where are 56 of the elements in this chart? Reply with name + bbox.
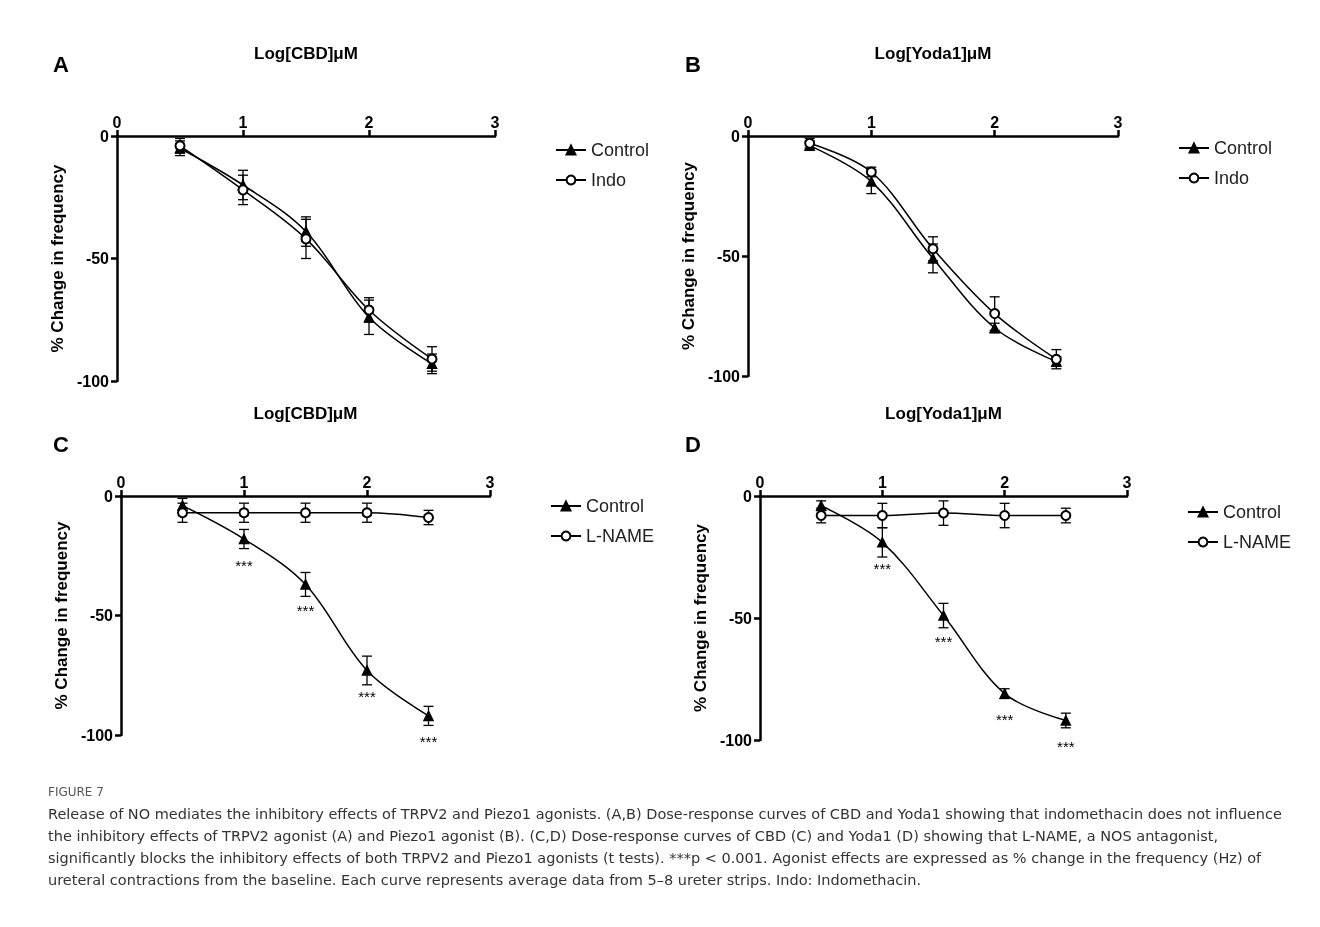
- annotation: ***: [995, 711, 1014, 729]
- y-tick-label: -50: [85, 250, 110, 267]
- x-tick-label: 1: [877, 473, 887, 491]
- legend-label: Indo: [591, 170, 627, 190]
- y-tick-label: -100: [76, 372, 110, 390]
- annotation: ***: [235, 556, 253, 574]
- x-tick-label: 2: [364, 113, 374, 131]
- y-tick-label: -100: [80, 726, 114, 744]
- x-tick-label: 2: [362, 473, 372, 491]
- legend-label: L-NAME: [586, 526, 655, 546]
- x-tick-label: 3: [485, 473, 495, 491]
- x-tick-label: 0: [116, 473, 126, 491]
- chart-title: A: [53, 51, 69, 77]
- x-tick-label: 1: [866, 113, 876, 131]
- annotation: ***: [358, 687, 376, 705]
- caption: FIGURE 7: [48, 785, 105, 799]
- x-axis-title: Log[CBD]μM: [253, 404, 358, 423]
- x-tick-label: 1: [239, 473, 249, 491]
- y-axis-title: % Change in frequency: [48, 163, 68, 353]
- x-tick-label: 3: [1113, 113, 1123, 131]
- legend-label: Control: [1214, 138, 1273, 158]
- y-tick-label: -50: [89, 607, 114, 624]
- y-axis-title: % Change in frequency: [52, 520, 72, 710]
- annotation: ***: [873, 559, 892, 577]
- annotation: ***: [934, 633, 953, 651]
- x-axis-title: Log[Yoda1]μM: [874, 44, 992, 63]
- y-tick-label: 0: [743, 487, 753, 505]
- text: Release of NO mediates the inhibitory effects of TRPV2 and Piezo1 agonists. (A,B) Dose-response curves of CBD and Yoda1 showing that indomethacin does not influence the inhibitory effects of TRPV2 agonist (A) and Piezo1 agonist (B). (C,D) Dose-response curves of CBD (C) and Yoda1 (D) showing that L-NAME, a NOS antagonist, significantly blocks the inhibitory effects of both TRPV2 and Piezo1 agonists (t tests). ***p < 0.001. Agonist effects are expressed as % change in the frequency (Hz) of ureteral contractions from the baseline. Each curve represents average data from 5–8 ureter strips. Indo: Indomethacin.: [48, 805, 1283, 890]
- y-axis-title: % Change in frequency: [691, 523, 711, 712]
- x-tick-label: 0: [755, 473, 765, 491]
- y-tick-label: 0: [731, 127, 741, 145]
- x-tick-label: 3: [490, 113, 500, 131]
- x-tick-label: 1: [238, 113, 248, 131]
- y-tick-label: 0: [100, 127, 110, 145]
- x-tick-label: 3: [1122, 473, 1132, 491]
- chart-title: D: [685, 431, 701, 457]
- chart-title: B: [685, 51, 701, 77]
- y-tick-label: -50: [716, 247, 741, 265]
- x-tick-label: 2: [1000, 473, 1010, 491]
- y-tick-label: 0: [104, 487, 114, 505]
- y-tick-label: -50: [728, 609, 753, 627]
- legend-label: L-NAME: [1223, 532, 1292, 552]
- legend-label: Control: [1223, 502, 1282, 522]
- legend-label: Control: [591, 140, 650, 160]
- annotation: ***: [419, 733, 438, 751]
- y-axis-title: % Change in frequency: [679, 161, 699, 350]
- annotation: ***: [296, 601, 315, 619]
- annotation: ***: [1057, 737, 1075, 755]
- x-axis-title: Log[Yoda1]μM: [885, 404, 1002, 423]
- legend-label: Control: [586, 496, 645, 516]
- x-tick-label: 2: [990, 113, 1000, 131]
- y-tick-label: -100: [719, 731, 753, 749]
- chart-title: C: [53, 431, 69, 457]
- legend-label: Indo: [1214, 168, 1250, 188]
- y-tick-label: -100: [707, 367, 741, 385]
- x-axis-title: Log[CBD]μM: [254, 44, 358, 63]
